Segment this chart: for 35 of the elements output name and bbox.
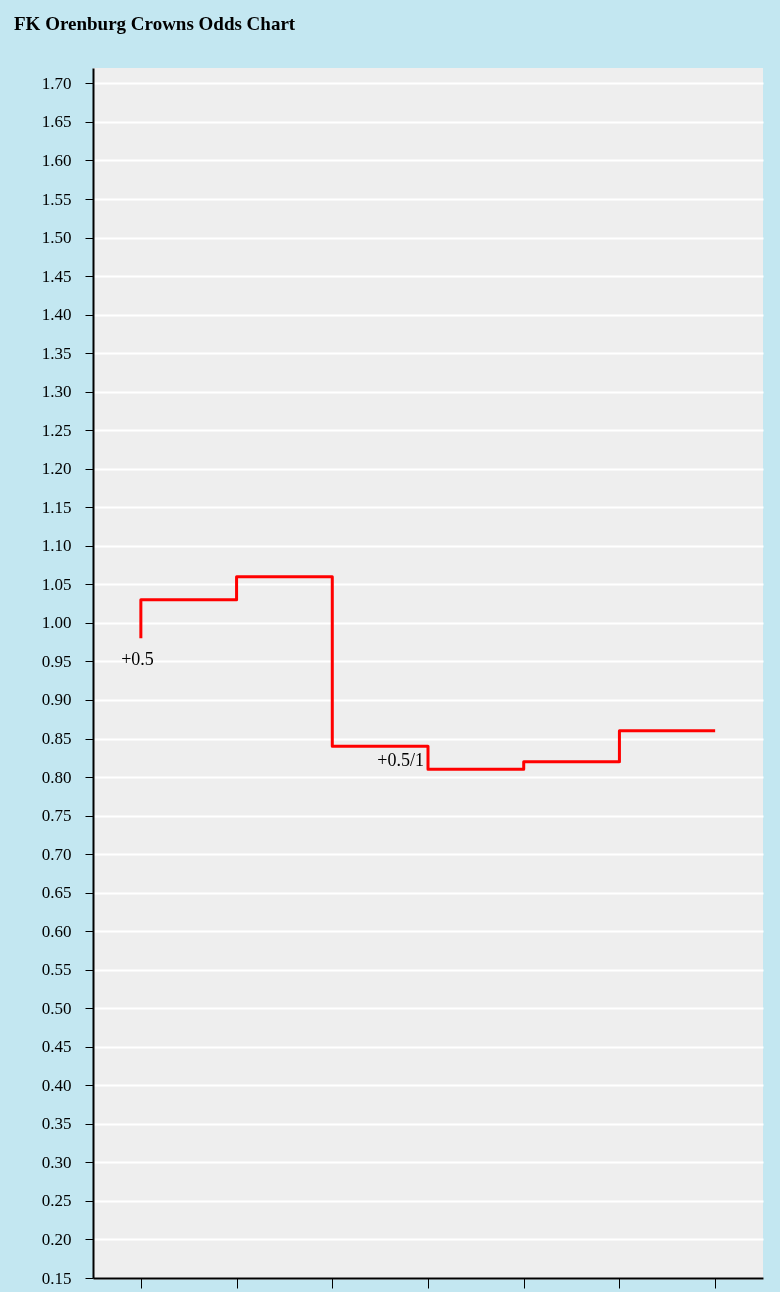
y-tick-label: 1.25 bbox=[41, 420, 72, 440]
y-tick-label: 0.65 bbox=[41, 883, 72, 903]
y-tick-label: 1.35 bbox=[41, 343, 72, 363]
chart-title: FK Orenburg Crowns Odds Chart bbox=[14, 13, 296, 34]
y-tick-label: 0.60 bbox=[41, 921, 72, 941]
y-tick-label: 0.90 bbox=[41, 690, 72, 710]
y-tick-label: 0.40 bbox=[41, 1075, 72, 1095]
y-tick-label: 1.45 bbox=[41, 266, 72, 286]
y-tick-label: 0.30 bbox=[41, 1152, 72, 1172]
annotation: +0.5/1 bbox=[377, 750, 424, 771]
y-tick-label: 0.50 bbox=[41, 998, 72, 1018]
y-tick-label: 0.70 bbox=[41, 844, 72, 864]
y-tick-label: 0.25 bbox=[41, 1191, 72, 1211]
y-tick-label: 0.20 bbox=[41, 1229, 72, 1249]
y-tick-label: 1.05 bbox=[41, 574, 72, 594]
y-tick-label: 1.50 bbox=[41, 228, 72, 248]
y-tick-label: 1.20 bbox=[41, 459, 72, 479]
y-tick-label: 1.60 bbox=[41, 150, 72, 170]
y-tick-label: 0.85 bbox=[41, 729, 72, 749]
y-tick-label: 1.30 bbox=[41, 382, 72, 402]
annotation: +0.5 bbox=[121, 649, 154, 670]
y-tick-label: 1.15 bbox=[41, 497, 72, 517]
y-tick-label: 1.10 bbox=[41, 536, 72, 556]
y-tick-label: 0.75 bbox=[41, 806, 72, 826]
y-tick-label: 0.15 bbox=[41, 1268, 72, 1288]
y-tick-label: 0.45 bbox=[41, 1037, 72, 1057]
y-tick-label: 0.80 bbox=[41, 767, 72, 787]
y-tick-label: 1.40 bbox=[41, 305, 72, 325]
y-tick-label: 0.55 bbox=[41, 960, 72, 980]
y-tick-label: 1.00 bbox=[41, 613, 72, 633]
y-tick-label: 0.95 bbox=[41, 651, 72, 671]
y-tick-label: 1.70 bbox=[41, 73, 72, 93]
y-tick-label: 1.55 bbox=[41, 189, 72, 209]
y-tick-label: 1.65 bbox=[41, 112, 72, 132]
y-tick-label: 0.35 bbox=[41, 1114, 72, 1134]
